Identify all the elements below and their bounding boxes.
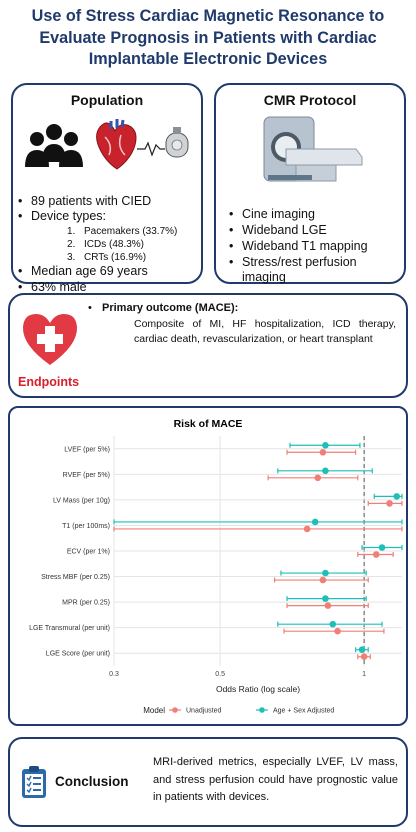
x-tick-label: 1 bbox=[362, 671, 366, 678]
legend-entry: Age + Sex Adjusted bbox=[273, 708, 334, 715]
heart-icon bbox=[96, 119, 137, 170]
estimate-point bbox=[322, 569, 329, 577]
cmr-bullet-2: • Wideband LGE bbox=[229, 223, 327, 237]
y-tick-label: MPR (per 0.25) bbox=[62, 600, 110, 607]
estimate-point bbox=[319, 576, 327, 584]
estimate-point bbox=[311, 518, 319, 526]
title-line-1: Use of Stress Cardiac Magnetic Resonance… bbox=[31, 7, 385, 25]
estimate-point bbox=[393, 493, 401, 500]
y-tick-label: ECV (per 1%) bbox=[67, 549, 110, 556]
estimate-point bbox=[334, 627, 341, 635]
cmr-bullet-1: • Cine imaging bbox=[229, 207, 315, 221]
device-type-1: 1. Pacemakers (33.7%) bbox=[67, 226, 178, 237]
conclusion-label: Conclusion bbox=[55, 774, 129, 789]
cmr-protocol-panel: CMR Protocol • Cine imaging • Wideband LGE… bbox=[214, 83, 406, 284]
primary-outcome-description: Composite of MI, HF hospitalization, ICD… bbox=[134, 318, 396, 346]
population-panel: Population • 89 patients with CIED • Devic… bbox=[11, 83, 203, 294]
y-tick-label: LGE Score (per unit) bbox=[46, 651, 110, 658]
cmr-bullet-4: • Stress/rest perfusion bbox=[229, 255, 357, 269]
estimate-point bbox=[324, 602, 332, 609]
y-tick-label: RVEF (per 5%) bbox=[63, 472, 110, 479]
population-bullet-1: • 89 patients with CIED bbox=[18, 194, 152, 208]
infographic-title: Use of Stress Cardiac Magnetic Resonance… bbox=[8, 6, 408, 71]
x-tick-label: 0.3 bbox=[109, 671, 119, 678]
estimate-point bbox=[314, 474, 322, 482]
estimate-point bbox=[378, 544, 386, 551]
endpoints-panel: Endpoints • Primary outcome (MACE): Compo… bbox=[8, 293, 408, 398]
device-type-3: 3. CRTs (16.9%) bbox=[67, 252, 147, 263]
legend-title: Model bbox=[143, 706, 165, 715]
estimate-point bbox=[358, 646, 366, 654]
chart-panel: Risk of MACE 0.3 0.5 1 LVEF (per 5%) RVEF (pe… bbox=[8, 406, 408, 726]
population-bullet-4: • 63% male bbox=[18, 280, 87, 294]
conclusion-panel: Conclusion MRI-derived metrics, especial… bbox=[8, 737, 408, 827]
y-tick-label: LGE Transmural (per unit) bbox=[29, 625, 110, 632]
x-tick-label: 0.5 bbox=[215, 671, 225, 678]
estimate-point bbox=[372, 551, 380, 558]
conclusion-text: MRI-derived metrics, especially LVEF, LV… bbox=[153, 756, 398, 803]
population-bullet-2: • Device types: bbox=[18, 209, 107, 223]
estimate-point bbox=[386, 500, 393, 507]
primary-outcome: • Primary outcome (MACE): bbox=[88, 302, 239, 314]
cmr-bullet-3: • Wideband T1 mapping bbox=[229, 239, 368, 253]
estimate-point bbox=[329, 620, 337, 628]
heart-plus-icon bbox=[22, 314, 78, 365]
endpoints-label: Endpoints bbox=[18, 375, 80, 389]
mri-scanner-icon bbox=[263, 116, 363, 182]
device-type-2: 2. ICDs (48.3%) bbox=[67, 239, 145, 250]
title-line-3: Implantable Electronic Devices bbox=[88, 50, 328, 68]
people-icon bbox=[25, 124, 83, 167]
legend-entry: Unadjusted bbox=[186, 708, 222, 715]
y-tick-label: LV Mass (per 10g) bbox=[53, 497, 110, 504]
title-line-2: Evaluate Prognosis in Patients with Card… bbox=[39, 28, 377, 47]
cmr-title: CMR Protocol bbox=[263, 92, 357, 108]
population-bullet-3: • Median age 69 years bbox=[18, 264, 148, 278]
x-axis-label: Odds Ratio (log scale) bbox=[216, 684, 300, 694]
forest-plot: Risk of MACE 0.3 0.5 1 LVEF (per 5%) RVEF (pe… bbox=[29, 418, 403, 715]
legend-swatch-point bbox=[172, 707, 178, 713]
population-title: Population bbox=[70, 92, 144, 108]
estimate-point bbox=[319, 448, 327, 456]
chart-title: Risk of MACE bbox=[174, 418, 243, 430]
cmr-bullet-4-cont: imaging bbox=[242, 270, 286, 284]
y-tick-label: LVEF (per 5%) bbox=[64, 446, 110, 453]
estimate-point bbox=[360, 653, 368, 661]
population-icons bbox=[25, 119, 189, 170]
checklist-icon bbox=[22, 766, 46, 798]
estimate-point bbox=[322, 595, 329, 602]
y-tick-label: Stress MBF (per 0.25) bbox=[41, 574, 110, 581]
pacemaker-icon bbox=[137, 127, 189, 158]
estimate-point bbox=[322, 441, 329, 449]
estimate-point bbox=[322, 467, 329, 475]
y-tick-label: T1 (per 100ms) bbox=[62, 523, 110, 530]
estimate-point bbox=[303, 525, 311, 533]
legend-swatch-point bbox=[259, 707, 265, 713]
